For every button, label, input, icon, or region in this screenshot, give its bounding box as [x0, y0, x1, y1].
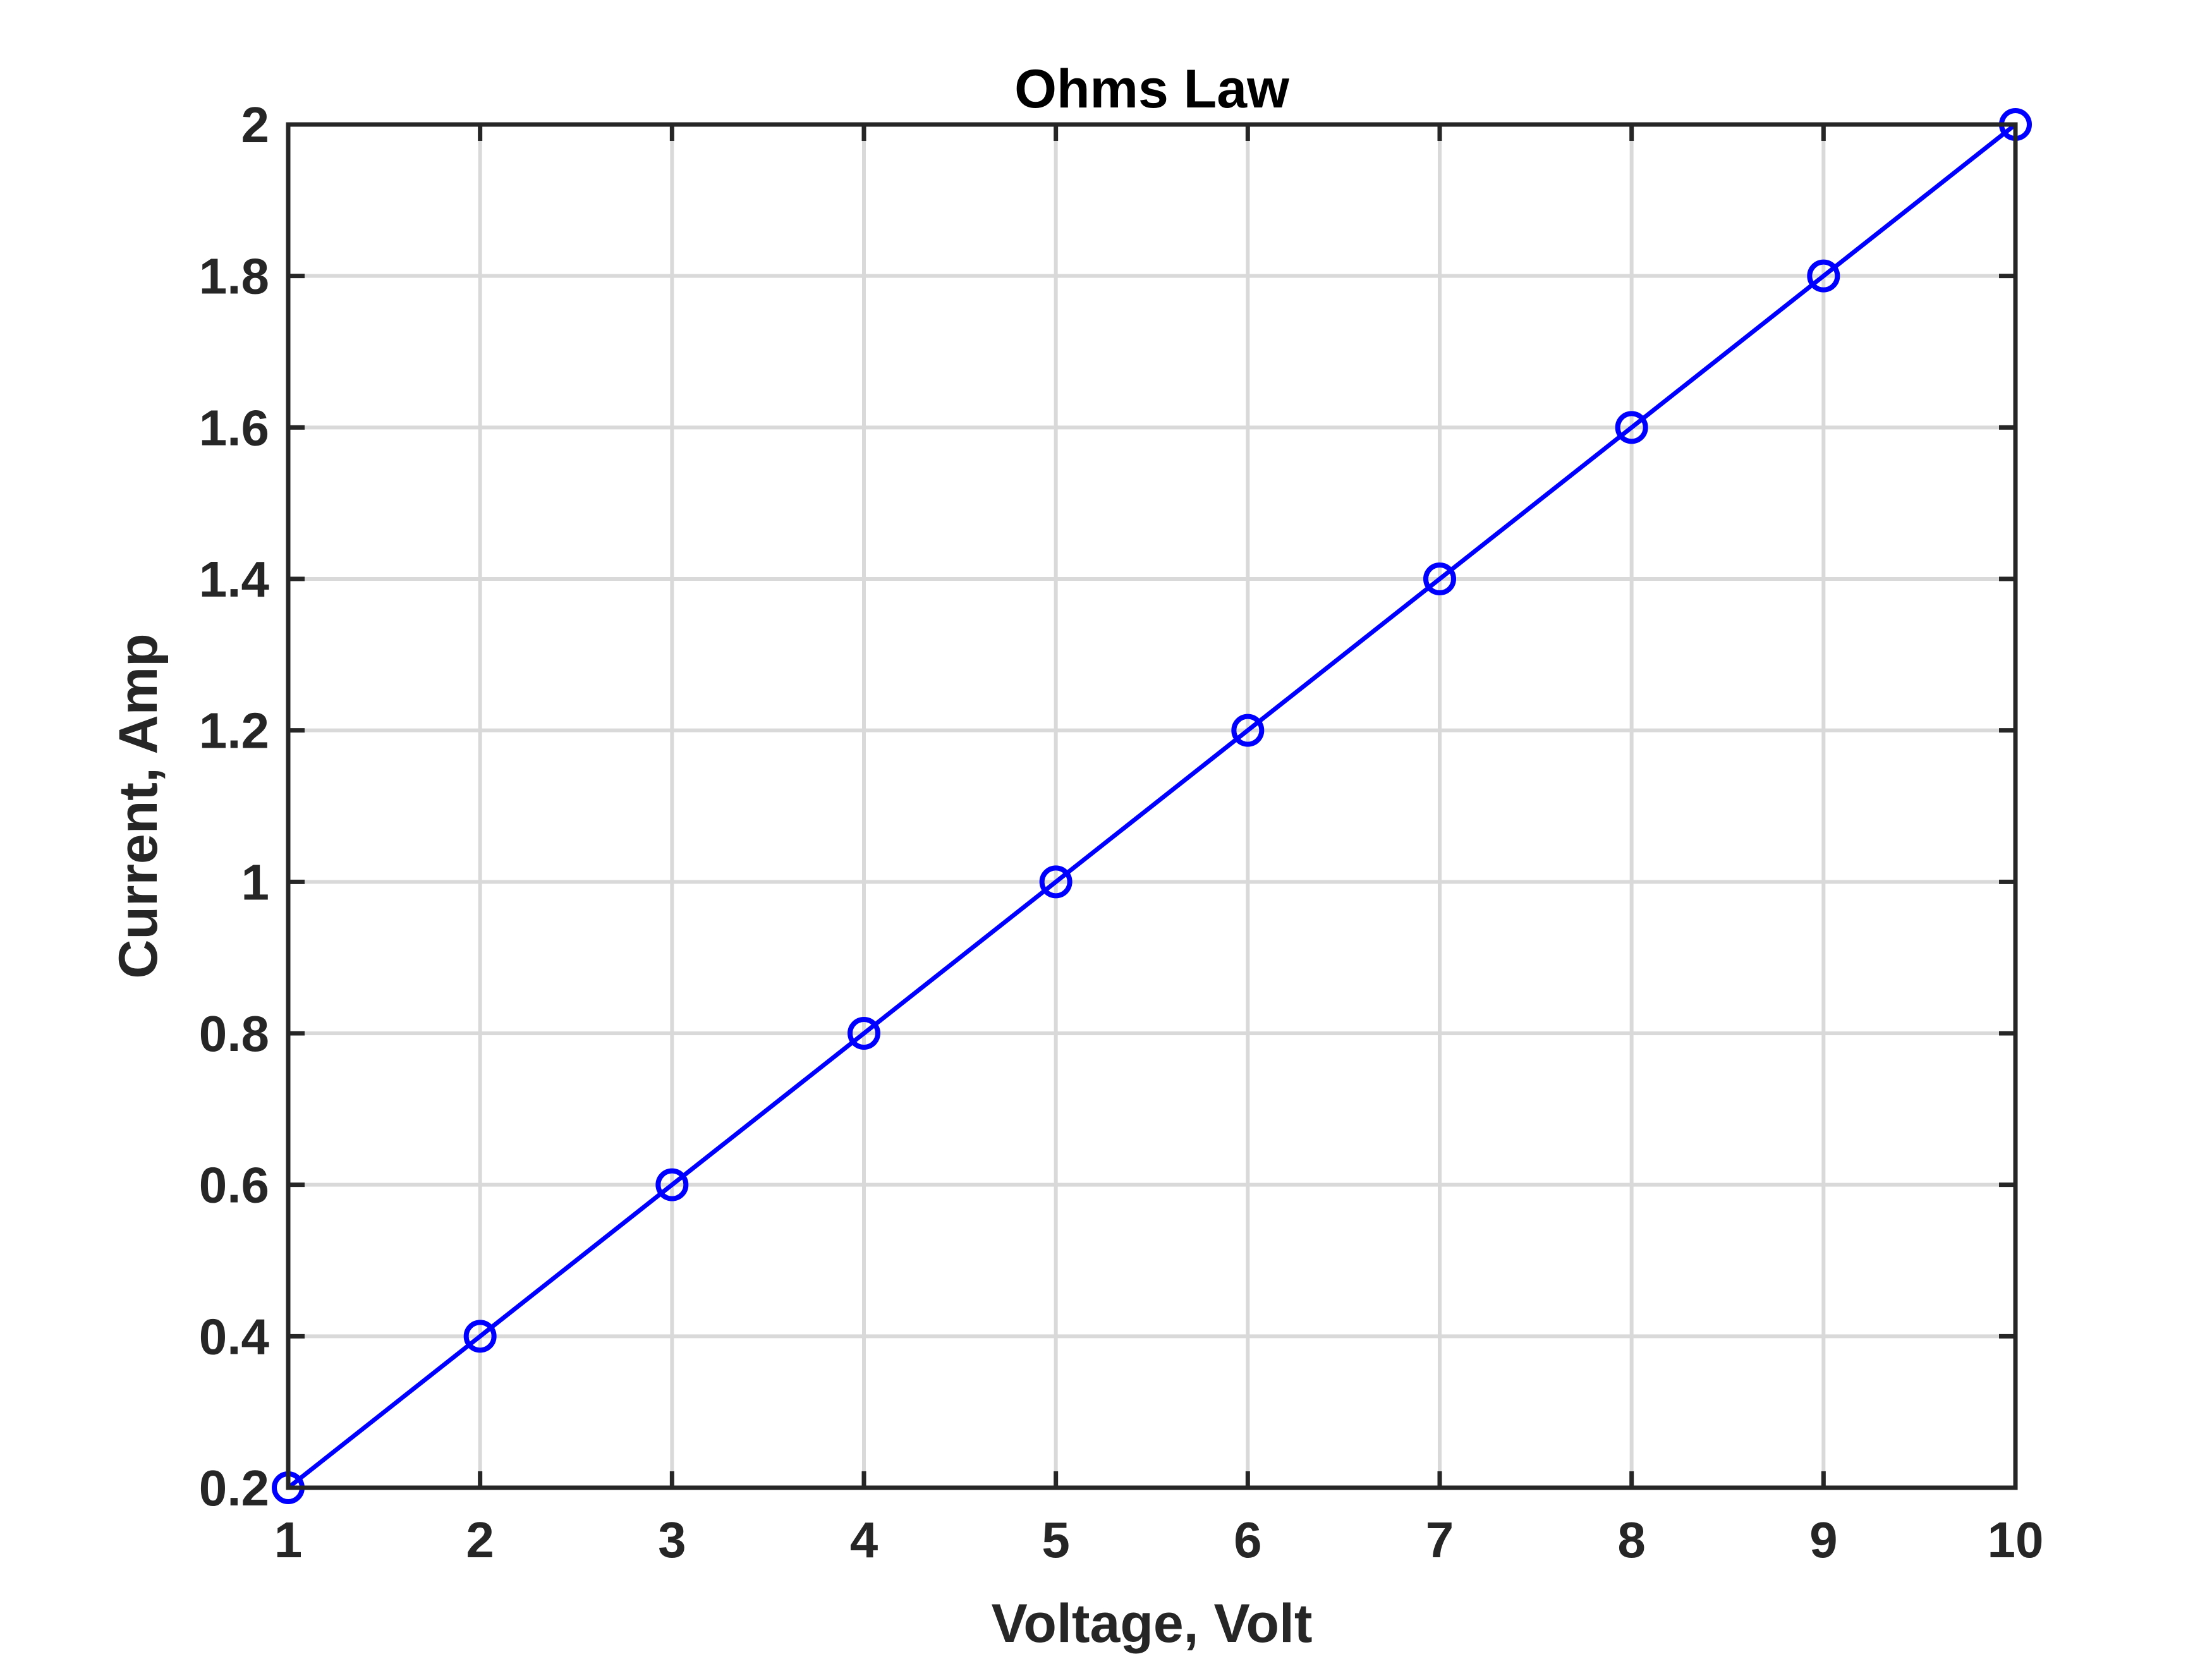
x-tick-label: 5: [1042, 1512, 1070, 1568]
tick-labels: 1 2 3 4 5 6 7 8 9 10 0.2 0.4 0.6 0.8 1 1.2 1.4 1.6 1.8 2: [199, 97, 2044, 1568]
y-tick-label: 1.2: [199, 703, 269, 759]
axes-frame: [286, 122, 2018, 1490]
x-tick-label: 7: [1426, 1512, 1454, 1568]
y-tick-label: 0.4: [199, 1308, 270, 1364]
data-point-marker: [463, 1320, 497, 1353]
y-axis-title: Current, Amp: [108, 633, 169, 978]
data-point-marker: [1615, 411, 1648, 444]
data-point-marker: [1423, 562, 1456, 595]
y-tick-label: 2: [241, 97, 270, 153]
x-tick-label: 9: [1809, 1512, 1838, 1568]
y-tick-label: 1.4: [199, 551, 270, 607]
y-tick-label: 1.8: [199, 248, 269, 305]
data-point-marker: [1039, 865, 1073, 899]
x-tick-label: 1: [274, 1512, 303, 1568]
data-point-marker: [1807, 259, 1840, 293]
y-tick-label: 0.8: [199, 1006, 269, 1062]
grid: [288, 125, 2015, 1488]
x-tick-label: 6: [1234, 1512, 1262, 1568]
x-tick-label: 3: [658, 1512, 686, 1568]
x-axis-title: Voltage, Volt: [991, 1593, 1312, 1654]
ticks: [286, 122, 2018, 1490]
data-point-marker: [1231, 714, 1265, 747]
y-tick-label: 1: [241, 854, 270, 910]
series-line: [286, 123, 2017, 1490]
y-tick-label: 0.6: [199, 1157, 269, 1213]
x-tick-label: 8: [1617, 1512, 1646, 1568]
y-tick-label: 0.2: [199, 1460, 269, 1516]
data-point-marker: [848, 1017, 880, 1050]
chart-title: Ohms Law: [1014, 59, 1290, 119]
x-tick-label: 10: [1988, 1512, 2044, 1568]
data-point-marker: [655, 1168, 689, 1201]
x-tick-label: 4: [850, 1512, 878, 1568]
x-tick-label: 2: [466, 1512, 494, 1568]
y-tick-label: 1.6: [199, 399, 269, 456]
axes-box: [286, 122, 2018, 1490]
